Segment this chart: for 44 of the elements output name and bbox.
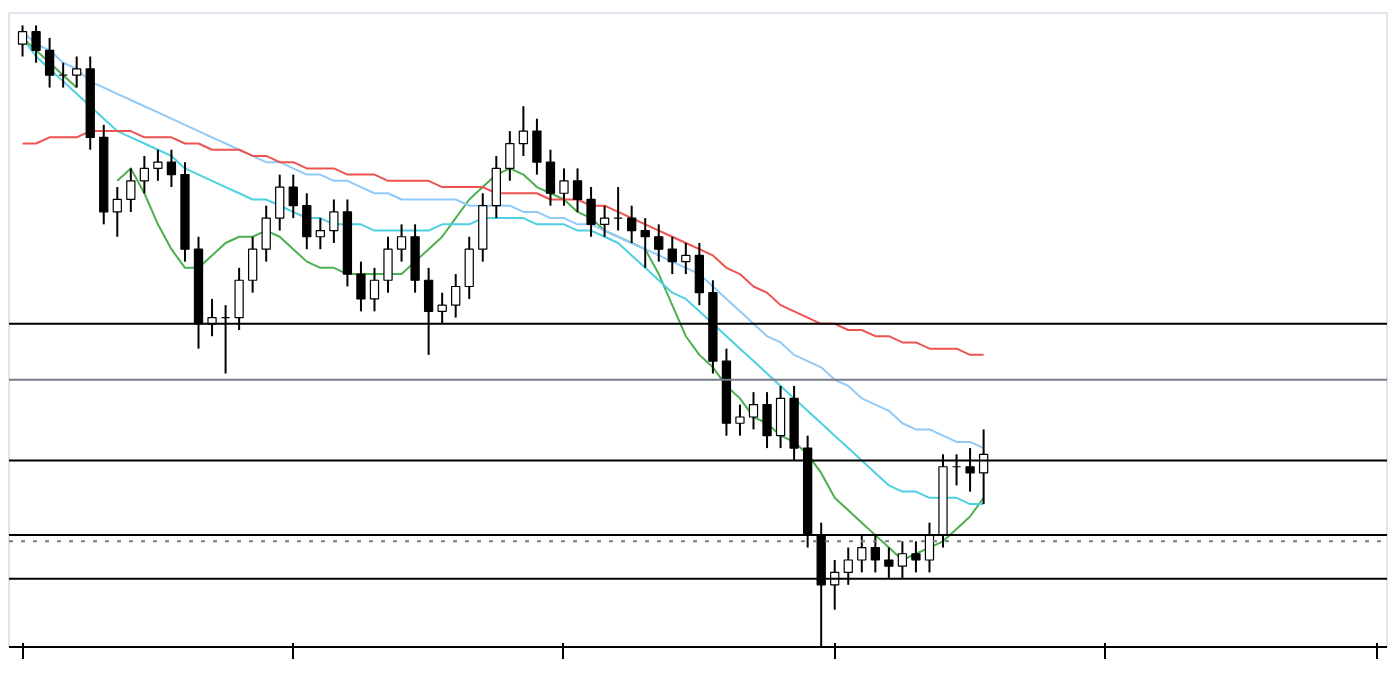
- candlestick: [247, 235, 258, 294]
- candlestick: [627, 204, 637, 244]
- candlestick: [748, 391, 759, 431]
- candlestick: [356, 260, 366, 313]
- candlestick: [775, 384, 786, 450]
- candlestick: [72, 55, 82, 89]
- candlestick: [681, 241, 691, 276]
- candlestick: [315, 217, 325, 251]
- candlestick: [383, 235, 393, 294]
- candlestick: [505, 130, 515, 182]
- candlestick: [464, 235, 474, 300]
- candlestick: [112, 186, 122, 238]
- candlestick: [545, 148, 556, 207]
- candlestick: [410, 223, 420, 294]
- candlestick: [559, 167, 569, 207]
- candlestick: [302, 192, 312, 251]
- candlestick: [735, 403, 745, 437]
- candlestick: [275, 173, 285, 232]
- candlestick: [451, 273, 461, 319]
- candlestick: [532, 117, 542, 176]
- candlestick: [261, 204, 271, 263]
- candlestick: [478, 192, 488, 263]
- candlestick: [599, 204, 610, 238]
- candlestick: [667, 235, 677, 276]
- candlestick: [396, 223, 407, 263]
- candlestick: [17, 24, 28, 58]
- candlestick: [586, 186, 596, 238]
- candlestick: [139, 154, 150, 195]
- candlestick: [288, 173, 298, 220]
- candlestick: [126, 167, 136, 213]
- candlestick: [153, 148, 163, 182]
- candlestick: [518, 105, 529, 157]
- candlestick: [329, 198, 339, 244]
- candlestick: [694, 241, 705, 307]
- candlestick: [44, 36, 55, 89]
- candlestick: [911, 540, 921, 574]
- candlestick: [491, 154, 501, 220]
- candlestick: [572, 167, 583, 213]
- candlestick: [654, 223, 664, 263]
- candlestick: [762, 391, 772, 450]
- candlestick: [369, 266, 380, 313]
- candlestick: [31, 24, 41, 64]
- candlestick: [640, 217, 650, 269]
- candlestick: [166, 148, 177, 189]
